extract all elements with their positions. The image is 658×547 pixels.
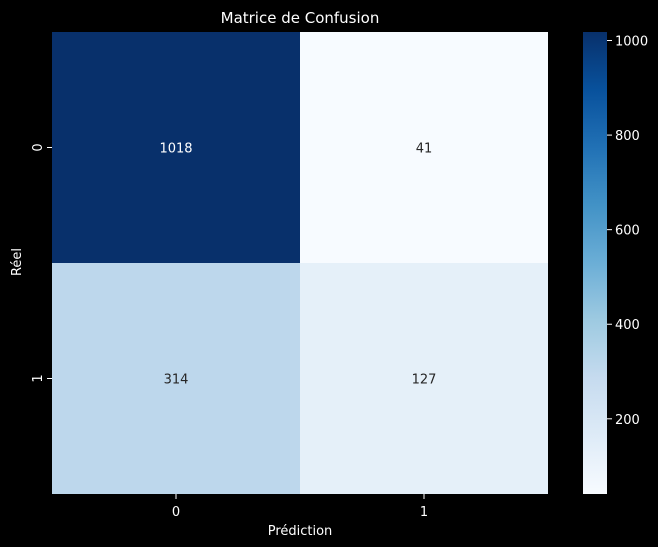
colorbar-tick-label-400: 400	[615, 318, 640, 333]
chart-title: Matrice de Confusion	[221, 9, 380, 27]
cell-annotation-r1-c1: 127	[412, 373, 437, 388]
colorbar-ticks: 200 400 600 800 1000	[607, 35, 648, 428]
heatmap-cell-r0-c1	[300, 32, 548, 263]
x-tick-label-1: 1	[420, 505, 428, 520]
heatmap-cells	[52, 32, 548, 494]
colorbar-tick-label-600: 600	[615, 224, 640, 239]
y-axis-label: Réel	[10, 248, 25, 276]
cell-annotation-r1-c0: 314	[164, 373, 189, 388]
colorbar-tick-label-800: 800	[615, 129, 640, 144]
y-tick-label-0: 0	[31, 143, 46, 151]
y-axis-ticks: 01	[31, 143, 52, 383]
heatmap-cell-r1-c1	[300, 263, 548, 494]
heatmap-cell-r0-c0	[52, 32, 300, 263]
x-axis-label: Prédiction	[268, 524, 333, 539]
heatmap-annotations: 1018 41 314 127	[159, 142, 436, 388]
colorbar: 200 400 600 800 1000	[583, 32, 648, 494]
x-tick-label-0: 0	[172, 505, 180, 520]
colorbar-tick-label-1000: 1000	[615, 35, 648, 50]
y-tick-label-1: 1	[31, 374, 46, 382]
colorbar-tick-label-200: 200	[615, 413, 640, 428]
cell-annotation-r0-c0: 1018	[159, 142, 192, 157]
cell-annotation-r0-c1: 41	[416, 142, 433, 157]
colorbar-gradient	[583, 32, 607, 494]
heatmap-cell-r1-c0	[52, 263, 300, 494]
